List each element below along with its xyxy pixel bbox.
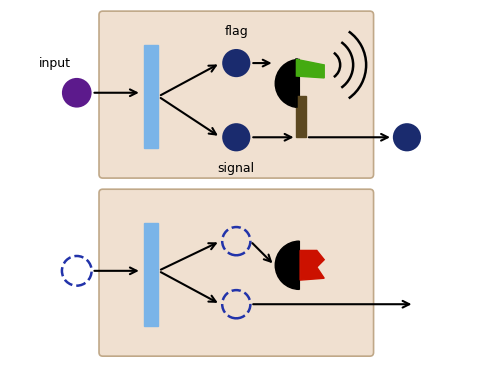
Bar [144, 45, 158, 148]
Bar [296, 96, 306, 137]
Text: signal: signal [218, 162, 255, 175]
Polygon shape [300, 250, 324, 280]
Wedge shape [275, 241, 300, 289]
Circle shape [62, 78, 92, 108]
Circle shape [222, 49, 251, 77]
FancyBboxPatch shape [99, 189, 373, 356]
Circle shape [393, 123, 421, 151]
FancyBboxPatch shape [99, 11, 373, 178]
Text: flag: flag [225, 25, 248, 38]
Bar [144, 223, 158, 326]
Text: input: input [38, 58, 71, 70]
Wedge shape [275, 59, 300, 108]
Circle shape [222, 123, 251, 151]
Polygon shape [296, 59, 324, 78]
